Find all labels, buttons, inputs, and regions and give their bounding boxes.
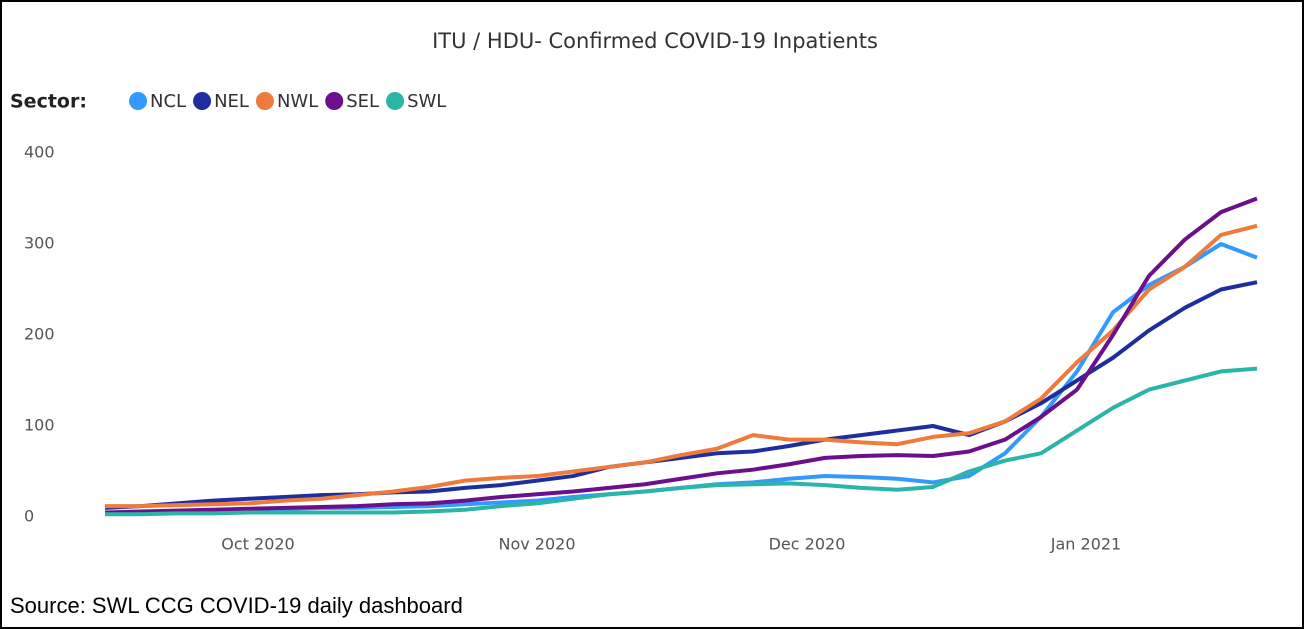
x-tick-label: Oct 2020 <box>221 535 294 554</box>
legend-swatch <box>325 92 344 110</box>
series-line <box>105 223 1258 509</box>
series-line <box>104 280 1258 510</box>
y-tick-label: 200 <box>24 325 55 344</box>
legend-swatch <box>255 92 274 110</box>
y-tick-label: 100 <box>24 416 55 435</box>
y-tick-label: 400 <box>24 143 55 162</box>
legend-swatch <box>193 92 212 110</box>
legend-swatch <box>129 92 147 110</box>
source-note: Source: SWL CCG COVID-19 daily dashboard <box>10 593 463 618</box>
legend-label: NCL <box>150 91 186 112</box>
chart-title: ITU / HDU- Confirmed COVID-19 Inpatients <box>432 29 878 53</box>
y-tick-label: 300 <box>24 234 55 253</box>
x-tick-label: Dec 2020 <box>769 535 846 554</box>
legend-label: SEL <box>346 91 379 112</box>
x-tick-label: Jan 2021 <box>1050 535 1121 554</box>
legend-label: SWL <box>407 91 446 112</box>
legend-label: NWL <box>277 91 318 112</box>
series-line <box>104 196 1258 515</box>
x-tick-label: Nov 2020 <box>498 535 575 554</box>
y-tick-label: 0 <box>24 507 34 526</box>
legend-swatch <box>386 92 405 110</box>
series-line <box>105 366 1258 517</box>
legend-title: Sector: <box>10 91 87 113</box>
legend-label: NEL <box>214 91 249 112</box>
